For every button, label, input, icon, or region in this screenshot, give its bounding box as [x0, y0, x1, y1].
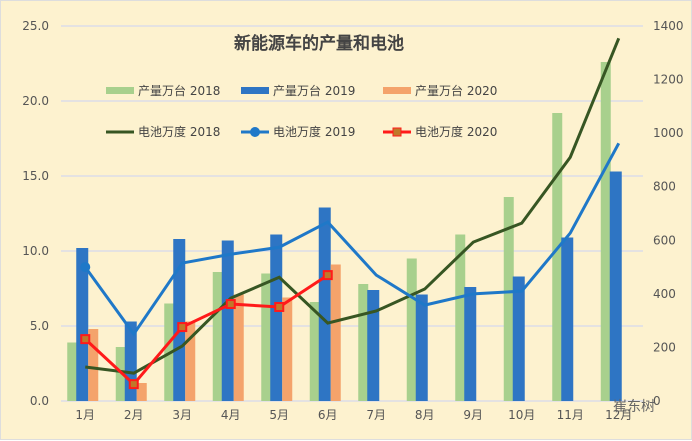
legend-label: 电池万度 2020: [415, 124, 497, 139]
x-tick: 4月: [221, 408, 241, 422]
point: [177, 322, 188, 333]
bar: [415, 294, 428, 401]
x-tick: 6月: [318, 408, 338, 422]
bar: [282, 297, 293, 401]
series-line: [85, 37, 621, 375]
series-line: [84, 273, 329, 387]
x-tick: 10月: [508, 408, 535, 422]
y-right-tick: 400: [653, 287, 676, 301]
bar: [185, 321, 196, 401]
y-left-tick: 0.0: [30, 394, 49, 408]
x-tick: 11月: [557, 408, 584, 422]
bar: [270, 234, 283, 401]
x-tick: 2月: [124, 408, 144, 422]
bar: [609, 171, 622, 401]
legend-label: 电池万度 2018: [138, 124, 220, 139]
bar: [512, 276, 525, 401]
legend-swatch: [106, 87, 134, 94]
bar: [212, 272, 223, 401]
x-tick: 8月: [415, 408, 435, 422]
x-tick: 9月: [463, 408, 483, 422]
point: [80, 334, 91, 345]
legend-label: 电池万度 2019: [273, 124, 355, 139]
bar: [464, 287, 477, 401]
bar: [600, 62, 611, 401]
x-tick: 7月: [366, 408, 386, 422]
y-right-tick: 1000: [653, 126, 684, 140]
bar: [406, 258, 417, 401]
bar: [173, 239, 186, 401]
bar: [233, 294, 244, 401]
legend-label: 产量万台 2018: [138, 83, 220, 98]
y-left-tick: 15.0: [22, 169, 49, 183]
legend-swatch: [241, 87, 269, 94]
bar: [330, 264, 341, 401]
bar: [367, 290, 380, 401]
bar: [136, 383, 147, 401]
legend-marker: [250, 127, 260, 137]
y-right-tick: 1400: [653, 19, 684, 33]
x-tick: 3月: [172, 408, 192, 422]
legend-label: 产量万台 2020: [415, 83, 497, 98]
point: [322, 270, 333, 281]
bar: [309, 302, 320, 401]
legend-swatch: [383, 87, 411, 94]
y-left-tick: 25.0: [22, 19, 49, 33]
y-left-tick: 10.0: [22, 244, 49, 258]
bar: [88, 329, 99, 401]
point: [80, 262, 91, 273]
series-line: [84, 142, 621, 337]
bar: [221, 240, 234, 401]
bar: [358, 284, 369, 401]
bar: [455, 234, 466, 401]
point: [128, 379, 139, 390]
x-tick: 1月: [75, 408, 95, 422]
bar: [67, 342, 78, 401]
x-tick: 12月: [605, 408, 632, 422]
legend-marker: [392, 127, 402, 137]
bar: [76, 248, 89, 401]
x-tick: 5月: [269, 408, 289, 422]
point: [274, 301, 285, 312]
watermark: 崔东树: [613, 399, 655, 415]
bar: [561, 237, 574, 401]
y-right-tick: 200: [653, 340, 676, 354]
bar: [552, 113, 563, 401]
y-left-tick: 5.0: [30, 319, 49, 333]
y-right-tick: 0: [653, 394, 661, 408]
y-left-tick: 20.0: [22, 94, 49, 108]
bar: [503, 197, 514, 401]
y-right-tick: 800: [653, 180, 676, 194]
chart-title: 新能源车的产量和电池: [234, 33, 404, 54]
bar: [261, 273, 272, 401]
legend-label: 产量万台 2019: [273, 83, 355, 98]
y-right-tick: 1200: [653, 73, 684, 87]
bar: [318, 207, 331, 401]
point: [225, 299, 236, 310]
y-right-tick: 600: [653, 233, 676, 247]
